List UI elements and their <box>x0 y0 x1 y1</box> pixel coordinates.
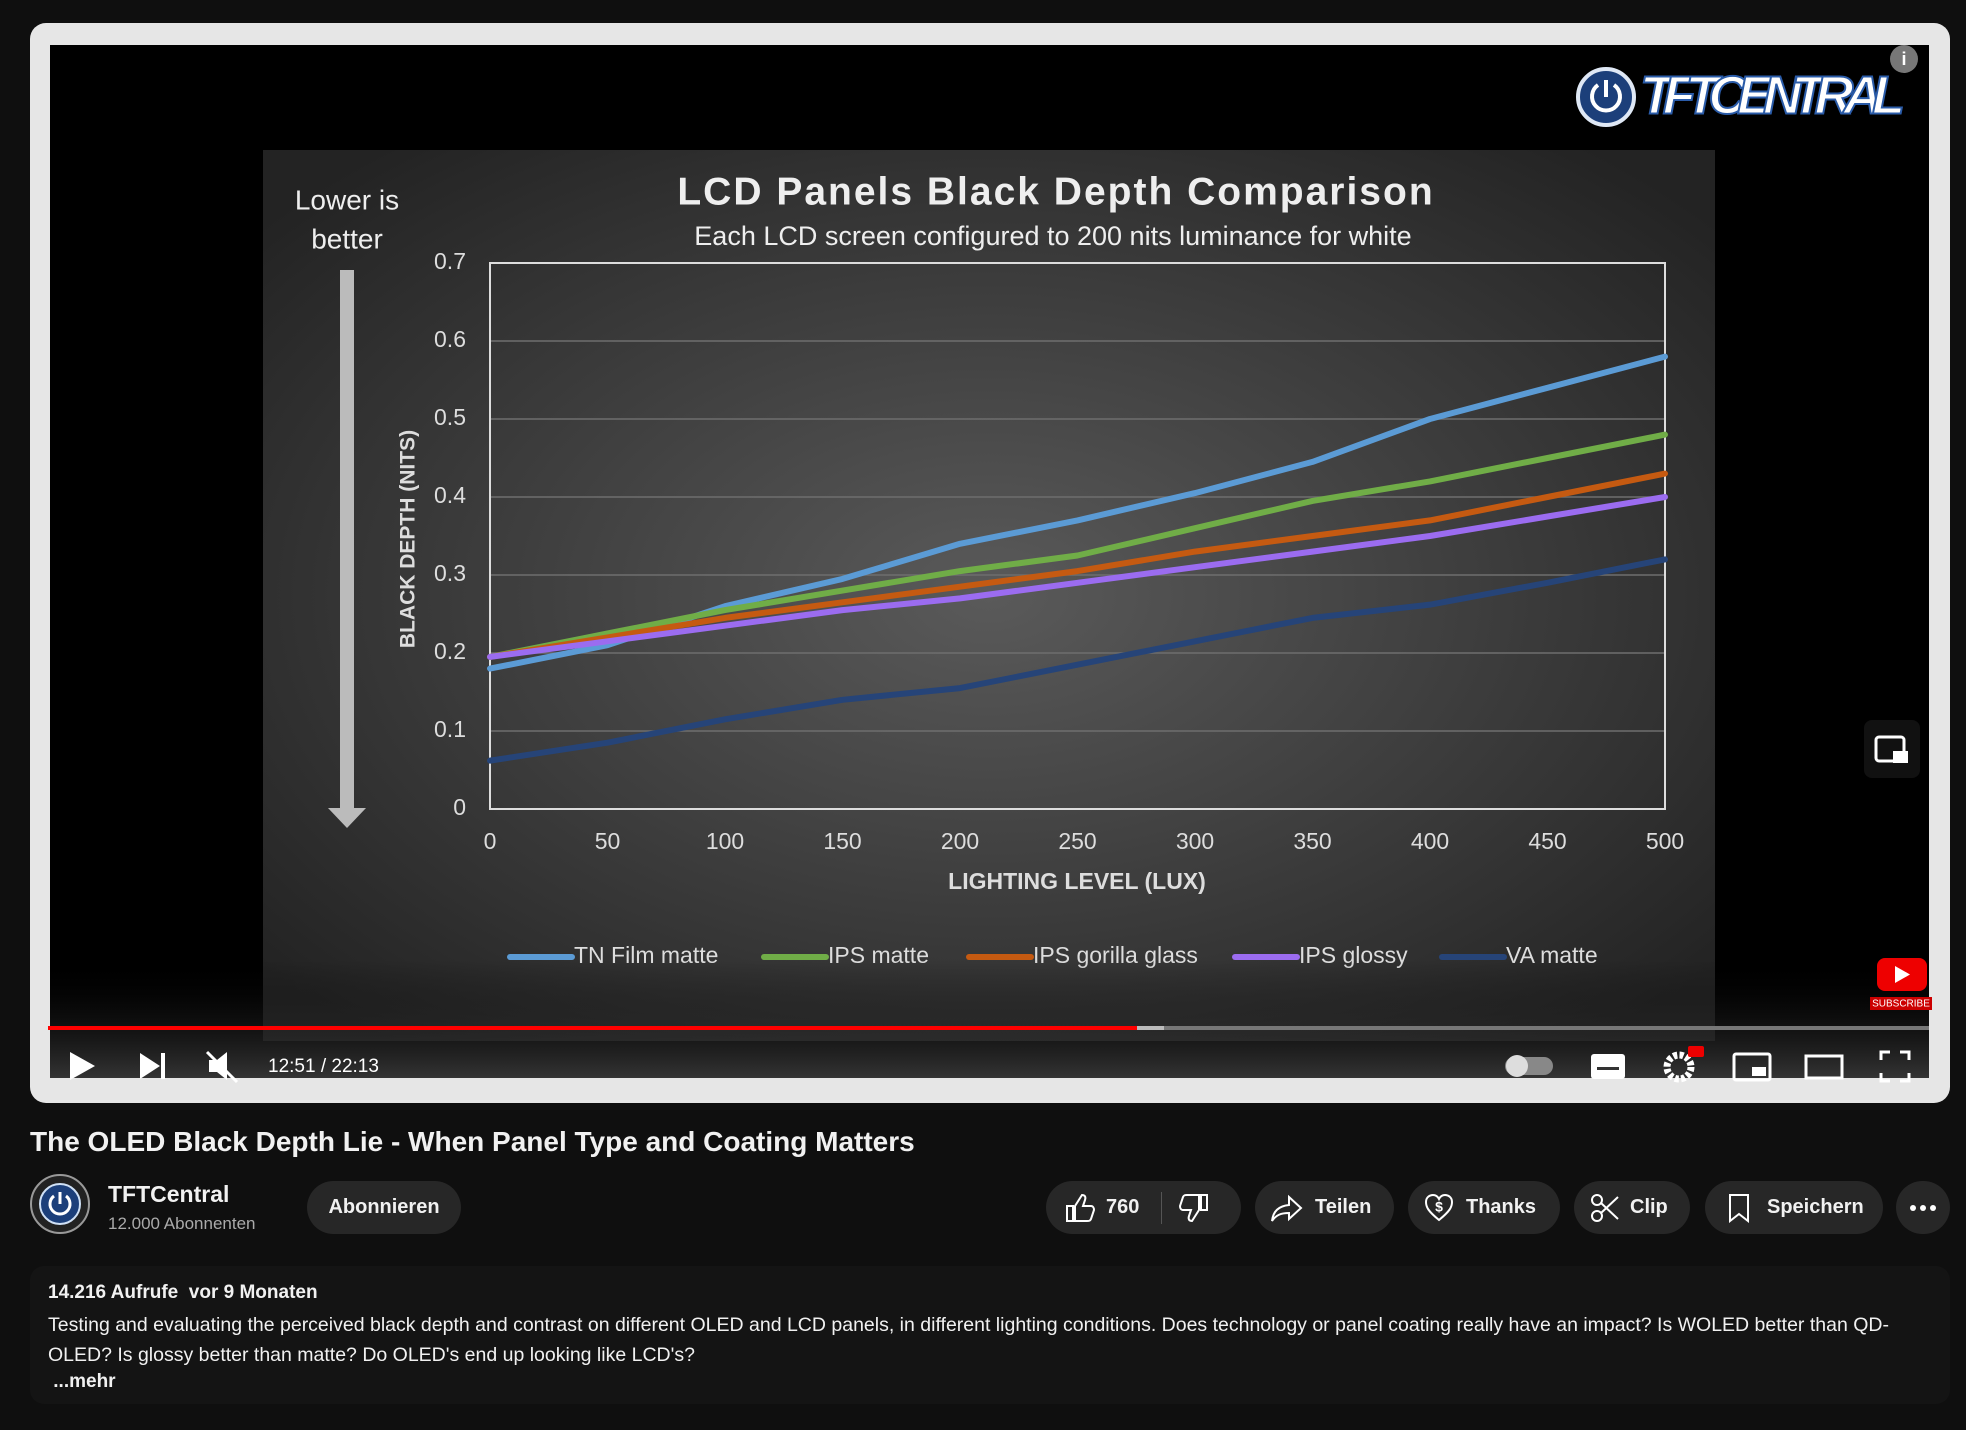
dislike-icon[interactable] <box>1178 1192 1210 1224</box>
next-button[interactable] <box>140 1053 160 1079</box>
icon <box>1893 751 1908 763</box>
like-icon[interactable] <box>1064 1192 1096 1224</box>
button-label: Abonnieren <box>328 1196 440 1218</box>
x-tick-label: 450 <box>1528 828 1566 854</box>
more-icon <box>1910 1204 1936 1211</box>
play-button[interactable] <box>70 1052 95 1080</box>
arrow-shaft <box>340 270 354 810</box>
channel-avatar[interactable] <box>30 1174 90 1234</box>
y-tick-label: 0.3 <box>434 560 466 586</box>
y-tick-label: 0.6 <box>434 326 466 352</box>
settings-button[interactable] <box>1663 1051 1695 1083</box>
share-icon <box>1271 1194 1303 1222</box>
button-label: Clip <box>1630 1196 1668 1218</box>
watermark-text: SUBSCRIBE <box>1872 999 1930 1010</box>
svg-text:$: $ <box>1435 1198 1443 1214</box>
icon <box>1752 1067 1766 1076</box>
annotation: Lower is <box>295 184 399 215</box>
icon <box>1874 735 1906 763</box>
miniplayer-side[interactable] <box>1864 720 1920 778</box>
x-tick-label: 100 <box>706 828 744 854</box>
info-icon: i <box>1901 49 1906 69</box>
data-line <box>487 556 1668 764</box>
x-tick-label: 500 <box>1646 828 1684 854</box>
y-tick-label: 0 <box>453 794 466 820</box>
logo-text: TFTCENTRAL <box>1640 65 1905 125</box>
like-count: 760 <box>1106 1196 1140 1218</box>
clip-button[interactable]: Clip <box>1574 1181 1690 1234</box>
icon <box>1506 1055 1528 1077</box>
subscribe-button[interactable]: Abonnieren <box>307 1181 461 1234</box>
chart-subtitle: Each LCD screen configured to 200 nits l… <box>694 221 1411 251</box>
miniplayer-button[interactable] <box>1732 1052 1772 1082</box>
data-line <box>487 494 1668 660</box>
y-tick-label: 0.5 <box>434 404 466 430</box>
button-label: Teilen <box>1315 1196 1372 1218</box>
x-tick-label: 150 <box>823 828 861 854</box>
y-axis-label: BLACK DEPTH (NITS) <box>397 430 420 648</box>
like-group: 760 <box>1046 1181 1241 1234</box>
data-line <box>487 431 1668 660</box>
thanks-button[interactable]: $ Thanks <box>1408 1181 1560 1234</box>
y-tick-label: 0.4 <box>434 482 466 508</box>
clip-icon <box>1591 1193 1619 1222</box>
fullscreen-button[interactable] <box>1879 1050 1911 1083</box>
time-display: 12:51 / 22:13 <box>268 1056 379 1077</box>
chart-title: LCD Panels Black Depth Comparison <box>677 170 1434 213</box>
x-tick-label: 250 <box>1058 828 1096 854</box>
avatar-power <box>48 1192 72 1216</box>
description-text: Testing and evaluating the perceived bla… <box>48 1314 1889 1366</box>
data-line <box>487 470 1668 660</box>
x-tick-label: 0 <box>484 828 497 854</box>
y-tick-label: 0.2 <box>434 638 466 664</box>
y-tick-label: 0.7 <box>434 248 466 274</box>
annotation: better <box>311 223 383 254</box>
video-player: LCD Panels Black Depth Comparison Each L… <box>30 23 1950 1103</box>
button-label: Speichern <box>1767 1196 1864 1218</box>
icon <box>1597 1067 1619 1070</box>
y-tick-label: 0.1 <box>434 716 466 742</box>
plot-border <box>489 262 1666 810</box>
icon <box>205 1050 239 1084</box>
info-button[interactable] <box>1890 45 1918 73</box>
logo-power <box>1590 83 1622 113</box>
icon <box>1895 966 1910 983</box>
save-icon <box>1729 1193 1749 1223</box>
more-button[interactable] <box>1896 1181 1950 1234</box>
chart: LCD Panels Black Depth Comparison Each L… <box>295 170 1684 968</box>
arrow-head <box>328 808 366 828</box>
x-tick-label: 200 <box>941 828 979 854</box>
theater-button[interactable] <box>1804 1054 1844 1080</box>
x-tick-label: 400 <box>1411 828 1449 854</box>
x-tick-label: 300 <box>1176 828 1214 854</box>
x-tick-label: 350 <box>1293 828 1331 854</box>
watermark-bg <box>1870 997 1932 1010</box>
video-title: The OLED Black Depth Lie - When Panel Ty… <box>30 1126 915 1157</box>
view-stats: 14.216 Aufrufe vor 9 Monaten <box>48 1282 318 1303</box>
channel-name[interactable]: TFTCentral <box>108 1181 230 1207</box>
x-tick-label: 50 <box>595 828 621 854</box>
description-box[interactable]: 14.216 Aufrufe vor 9 Monaten Testing and… <box>30 1266 1950 1404</box>
subtitles-button[interactable] <box>1591 1054 1625 1079</box>
x-axis-label: LIGHTING LEVEL (LUX) <box>948 868 1206 894</box>
icon <box>161 1053 165 1079</box>
thanks-icon: $ <box>1424 1193 1454 1221</box>
subscriber-count: 12.000 Abonnenten <box>108 1214 256 1233</box>
show-more[interactable]: ...mehr <box>48 1371 116 1392</box>
hd-badge <box>1688 1046 1704 1057</box>
button-label: Thanks <box>1466 1196 1537 1218</box>
save-button[interactable]: Speichern <box>1705 1181 1883 1234</box>
mute-button[interactable] <box>209 1052 227 1080</box>
share-button[interactable]: Teilen <box>1255 1181 1394 1234</box>
divider <box>1161 1191 1163 1224</box>
